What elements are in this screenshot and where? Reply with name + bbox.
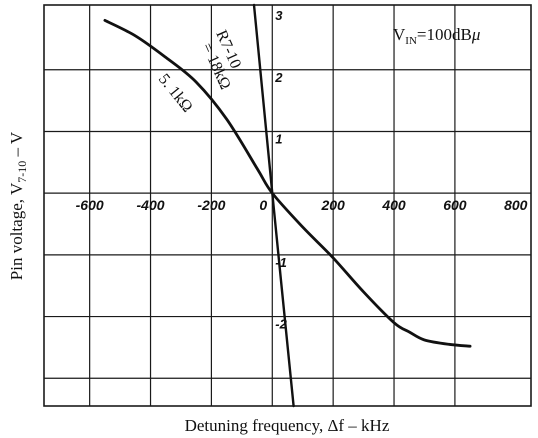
- x-tick-label: 0: [259, 197, 267, 213]
- curves: [103, 3, 472, 408]
- x-tick-label: 400: [381, 197, 406, 213]
- x-tick-label: 200: [320, 197, 345, 213]
- series-label-18k: R7-10 = 18kΩ: [196, 28, 250, 93]
- y-tick-label: -1: [275, 255, 287, 270]
- grid: [43, 4, 532, 407]
- x-tick-label: -200: [197, 197, 225, 213]
- x-tick-label: 600: [443, 197, 467, 213]
- y-tick-label: 3: [275, 8, 283, 23]
- x-tick-label: 800: [504, 197, 528, 213]
- series-line-1: [103, 19, 472, 348]
- x-tick-label: -400: [137, 197, 165, 213]
- y-tick-label: 1: [275, 131, 282, 146]
- plot-frame: [43, 4, 532, 407]
- x-axis-label: Detuning frequency, Δf – kHz: [185, 416, 390, 435]
- y-tick-label: -2: [275, 317, 287, 332]
- vin-annotation: VIN=100dBμ: [393, 25, 480, 47]
- y-axis-label: Pin voltage, V7-10 – V: [7, 131, 29, 280]
- tick-labels: -600 -400 -200 0 200 400 600 800 3 2 1 -1 -2: [76, 8, 528, 331]
- y-tick-label: 2: [274, 70, 283, 85]
- x-tick-label: -600: [76, 197, 104, 213]
